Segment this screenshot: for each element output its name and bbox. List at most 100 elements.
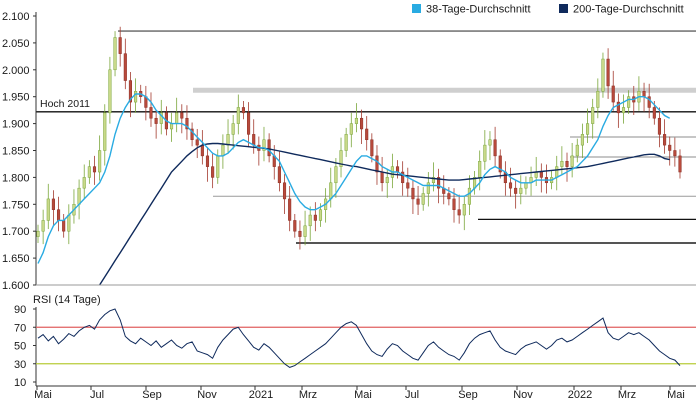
legend-label: 200-Tage-Durchschnitt (573, 4, 684, 16)
x-tick-label: Mrz (299, 389, 317, 400)
x-tick-label: Jul (405, 389, 419, 400)
candle-body (190, 128, 194, 140)
candle-body (642, 91, 646, 97)
rsi-y-tick-label: 10 (14, 377, 26, 389)
legend-swatch (412, 4, 421, 13)
candle-body (339, 150, 343, 167)
candle-body (92, 166, 97, 173)
candle-body (216, 155, 220, 178)
x-tick-label: Mai (34, 389, 52, 400)
candle-body (508, 182, 513, 189)
candle-body (565, 161, 569, 167)
candle-body (36, 230, 40, 237)
candle-body (103, 112, 107, 151)
candle-body (586, 123, 590, 135)
candle-body (195, 139, 199, 146)
legend-label: 38-Tage-Durchschnitt (426, 4, 531, 16)
candle-body (652, 107, 656, 119)
candle-body (329, 182, 333, 200)
candle-body (298, 230, 302, 237)
candle-body (478, 161, 482, 178)
candle-body (108, 69, 112, 114)
candle-body (318, 209, 323, 221)
candle-body (570, 155, 574, 167)
candle-body (113, 37, 117, 71)
candle-body (200, 144, 204, 157)
price-y-tick-label: 1.900 (2, 119, 30, 131)
price-y-tick-label: 1.700 (2, 226, 30, 238)
candle-body (406, 182, 410, 189)
candle-body (313, 214, 317, 221)
candle-body (560, 161, 564, 167)
candle-body (308, 214, 312, 227)
candle-body (401, 171, 405, 184)
candle-body (98, 150, 102, 173)
candle-body (231, 123, 235, 135)
candle-body (334, 166, 338, 184)
candle-body (385, 177, 389, 184)
x-tick-label: 2021 (249, 389, 273, 400)
candle-body (56, 209, 61, 221)
candle-body (282, 182, 287, 200)
time-x-axis: Mai Jul Sep Nov 2021 Mrz Mai Jul Sep Nov 2022 Mrz Ma… (34, 385, 696, 401)
candle-body (601, 58, 605, 92)
candle-body (524, 182, 528, 189)
candle-body (647, 96, 651, 108)
candle-body (123, 53, 127, 81)
candle-body (657, 117, 662, 135)
candle-body (426, 182, 430, 194)
candle-body (447, 193, 451, 200)
price-y-tick-label: 1.800 (2, 172, 30, 184)
candle-body (555, 166, 559, 178)
ma200-line (99, 142, 670, 286)
rsi-line (37, 308, 681, 368)
candle-body (293, 220, 297, 232)
candle-body (169, 123, 174, 130)
candle-body (349, 123, 353, 135)
candle-body (267, 139, 271, 157)
price-y-tick-label: 2.100 (2, 11, 30, 23)
candle-body (128, 80, 132, 103)
rsi-title: RSI (14 Tage) (33, 294, 101, 306)
price-y-axis: 2.100 2.050 2.000 1.950 1.900 1.850 1.800 1.750… (2, 11, 696, 292)
candle-body (262, 139, 266, 151)
rsi-y-tick-label: 30 (14, 359, 26, 371)
legend-swatch (559, 4, 568, 13)
candle-body (354, 117, 358, 124)
candle-body (452, 198, 456, 210)
candle-body (277, 166, 281, 184)
candle-body (46, 198, 50, 221)
candle-body (365, 128, 369, 140)
candle-body (77, 187, 81, 205)
x-tick-label: Sep (142, 389, 162, 400)
candle-body (467, 187, 471, 205)
candle-body (462, 204, 466, 216)
candle-body (673, 150, 677, 157)
candle-body (211, 166, 215, 178)
candle-body (616, 101, 620, 114)
rsi-y-tick-label: 90 (14, 304, 26, 316)
candle-body (154, 117, 158, 124)
candle-body (493, 139, 497, 157)
rsi-y-tick-label: 70 (14, 322, 26, 334)
x-tick-label: 2022 (568, 389, 592, 400)
price-y-tick-label: 2.000 (2, 65, 30, 77)
candle-body (82, 177, 86, 189)
candle-body (606, 58, 610, 87)
price-candles (36, 26, 682, 250)
candle-body (185, 117, 189, 130)
candle-body (437, 177, 441, 189)
candle-body (627, 96, 631, 108)
candle-body (62, 220, 66, 232)
chart-legend: 38-Tage-Durchschnitt 200-Tage-Durchschnit… (412, 4, 684, 16)
candle-body (252, 134, 256, 146)
x-tick-label: Mai (667, 389, 685, 400)
candle-body (539, 171, 543, 178)
candle-body (247, 112, 251, 135)
candle-body (580, 134, 584, 146)
candle-body (431, 177, 436, 184)
x-tick-label: Nov (513, 389, 533, 400)
candle-body (678, 155, 682, 173)
candle-body (416, 198, 420, 205)
price-y-tick-label: 1.650 (2, 253, 30, 265)
